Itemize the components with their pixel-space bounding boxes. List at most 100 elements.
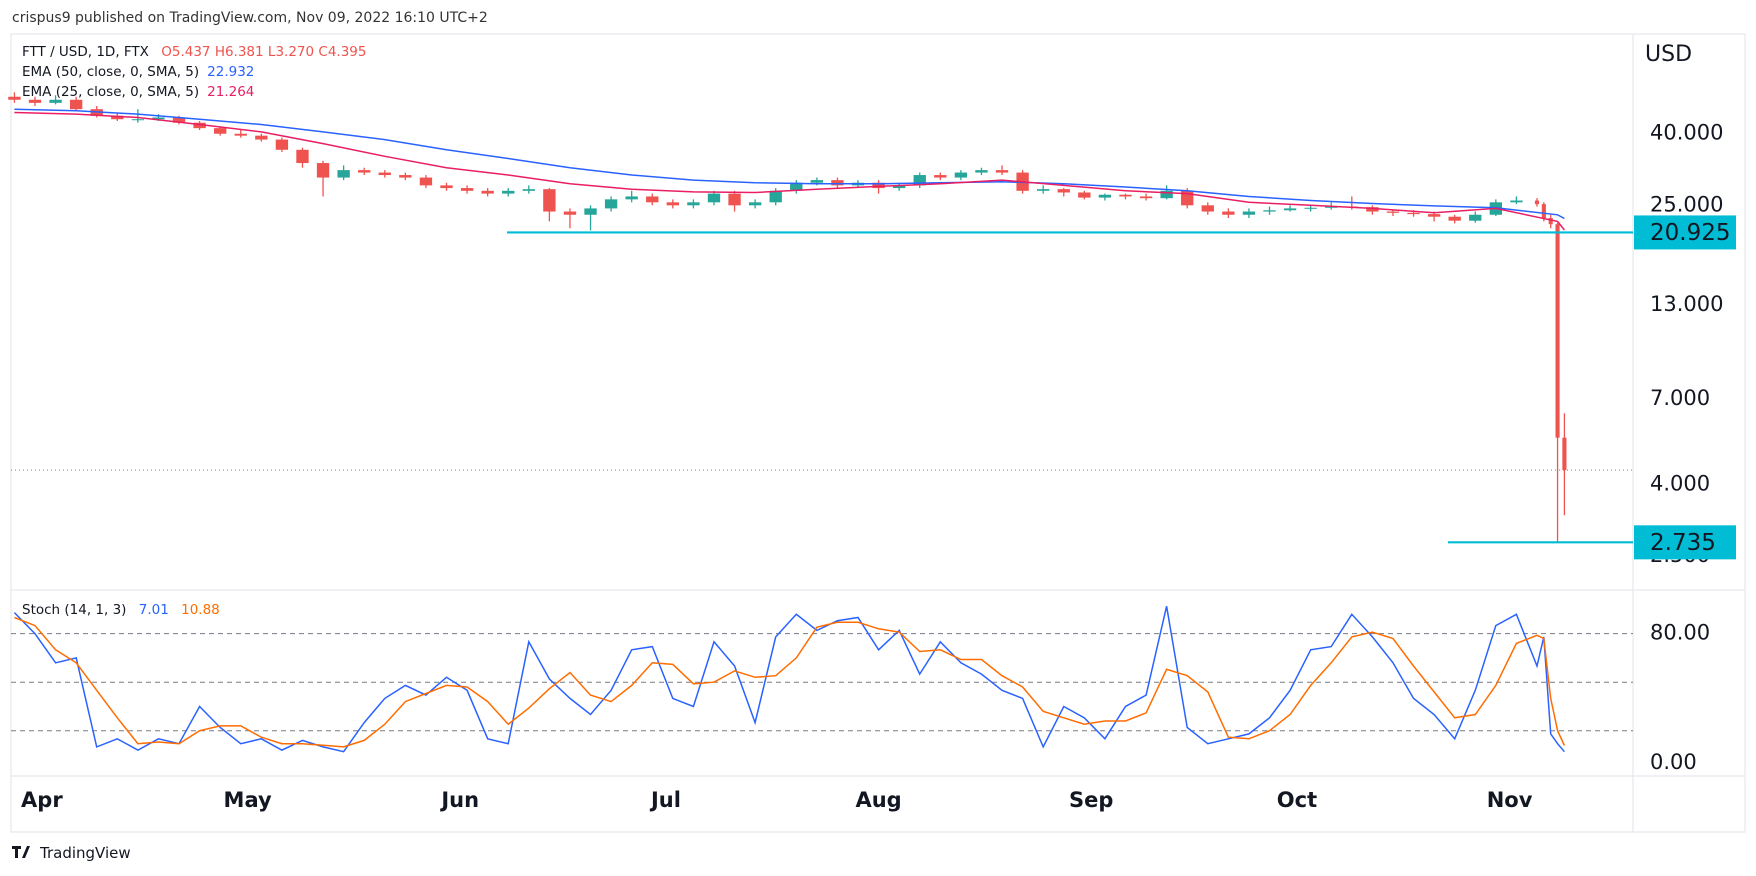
candle-body	[234, 133, 247, 136]
candle-body	[1057, 189, 1070, 193]
candle-body	[748, 202, 762, 206]
candle-body	[954, 172, 968, 178]
candle-body	[995, 170, 1009, 173]
candle-body	[1263, 210, 1276, 212]
candle-body	[790, 182, 803, 191]
y-tick-label: 7.000	[1650, 386, 1710, 410]
legend-name: EMA (50, close, 0, SMA, 5)	[22, 64, 200, 80]
stoch-legend: Stoch (14, 1, 3) 7.01 10.88	[22, 600, 220, 620]
legend-row: FTT / USD, 1D, FTX O5.437 H6.381 L3.270 …	[22, 42, 366, 62]
candle-body	[892, 185, 906, 189]
ema-line	[14, 111, 1565, 231]
candle-body	[810, 180, 824, 183]
candle-body	[255, 135, 268, 140]
legend-name: EMA (25, close, 0, SMA, 5)	[22, 84, 200, 100]
x-tick-label: Jun	[439, 788, 479, 812]
y-tick-label: 40.000	[1650, 121, 1723, 145]
ohlc-close: C4.395	[318, 44, 367, 60]
candle-body	[399, 175, 412, 178]
candle-body	[1386, 211, 1400, 213]
legend-value: 22.932	[207, 64, 255, 80]
candle-body	[687, 202, 700, 206]
candle-body	[728, 193, 741, 206]
x-tick-label: Jul	[649, 788, 681, 812]
ema-line	[14, 108, 1565, 220]
candle-body	[1037, 189, 1050, 191]
candle-body	[975, 170, 988, 173]
candle-body	[1510, 200, 1523, 203]
candle-body	[1139, 196, 1153, 199]
candle-body	[543, 189, 556, 212]
candle-body	[172, 117, 186, 123]
x-tick-label: Nov	[1487, 788, 1533, 812]
candle-body	[193, 122, 206, 129]
candle-body	[1562, 437, 1567, 471]
y-tick-label: 25.000	[1650, 192, 1723, 216]
stoch-line	[13, 606, 1565, 753]
candle-body	[131, 119, 145, 121]
candle-body	[604, 199, 618, 209]
price-legend: FTT / USD, 1D, FTX O5.437 H6.381 L3.270 …	[22, 42, 366, 102]
candle-body	[28, 99, 42, 103]
candle-body	[1201, 205, 1214, 212]
legend-row: EMA (25, close, 0, SMA, 5) 21.264	[22, 82, 366, 102]
candle-body	[1366, 207, 1379, 212]
candle-body	[49, 99, 62, 103]
candle-body	[1555, 224, 1560, 438]
candle-body	[1160, 190, 1173, 199]
legend-row: EMA (50, close, 0, SMA, 5) 22.932	[22, 62, 366, 82]
y-tick-label: 80.00	[1650, 621, 1710, 645]
candle-body	[563, 211, 577, 215]
candle-body	[522, 189, 535, 191]
candle-body	[625, 196, 638, 200]
legend-value: 10.88	[181, 602, 220, 618]
axes: 40.00025.00013.0007.0004.0002.50020.9252…	[21, 121, 1736, 812]
candle-body	[419, 177, 433, 186]
candle-body	[275, 139, 289, 150]
candle-body	[502, 190, 515, 194]
candle-body	[316, 163, 330, 178]
price-pane	[8, 92, 1633, 544]
candle-body	[1098, 194, 1112, 198]
x-tick-label: Aug	[855, 788, 901, 812]
candle-body	[707, 193, 721, 203]
candle-body	[378, 172, 391, 176]
candle-body	[1242, 211, 1256, 215]
candle-body	[1548, 218, 1553, 225]
candle-body	[152, 117, 165, 120]
candle-body	[769, 190, 782, 203]
candle-body	[440, 185, 453, 189]
candle-body	[831, 180, 844, 186]
legend-value: 7.01	[138, 602, 169, 618]
candle-body	[1325, 206, 1338, 208]
candle-body	[1448, 216, 1461, 221]
level-label: 20.925	[1650, 220, 1730, 246]
candle-body	[872, 182, 885, 189]
candle-body	[1541, 204, 1546, 219]
y-tick-label: 4.000	[1650, 471, 1710, 495]
y-tick-label: 0.00	[1650, 750, 1697, 774]
legend-name: Stoch (14, 1, 3)	[22, 602, 127, 618]
axis-title: USD	[1645, 42, 1692, 67]
candle-body	[1469, 214, 1482, 221]
candle-body	[460, 188, 474, 191]
candle-body	[481, 190, 494, 194]
candle-body	[1222, 211, 1235, 215]
x-tick-label: Apr	[21, 788, 63, 812]
candle-body	[1407, 212, 1420, 215]
ohlc-low: L3.270	[267, 44, 315, 60]
symbol: FTT / USD, 1D, FTX	[22, 44, 149, 60]
level-label-box	[1634, 525, 1736, 560]
y-tick-label: 13.000	[1650, 292, 1723, 316]
candle-body	[1119, 194, 1132, 197]
candle-body	[584, 208, 597, 215]
publish-header: crispus9 published on TradingView.com, N…	[12, 10, 488, 26]
x-tick-label: Oct	[1277, 788, 1317, 812]
x-tick-label: Sep	[1069, 788, 1113, 812]
level-label-box	[1634, 215, 1736, 250]
ohlc-open: O5.437	[161, 44, 211, 60]
candle-body	[358, 170, 371, 173]
candle-body	[913, 175, 926, 186]
candle-body	[296, 149, 309, 164]
